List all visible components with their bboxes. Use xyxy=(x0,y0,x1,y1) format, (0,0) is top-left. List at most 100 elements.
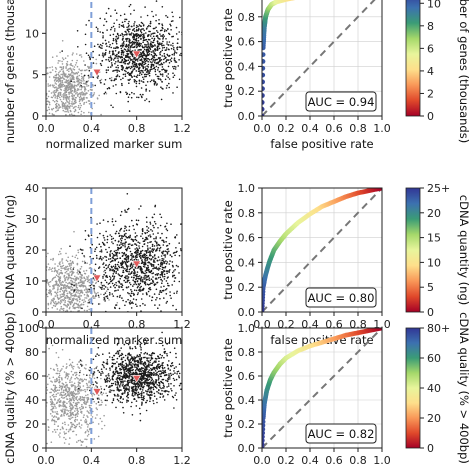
scatter-point xyxy=(61,60,63,63)
scatter-point xyxy=(168,32,170,35)
scatter-point xyxy=(161,280,164,282)
scatter-point xyxy=(147,45,150,48)
scatter-point xyxy=(134,357,136,360)
scatter-point xyxy=(53,302,56,305)
scatter-point xyxy=(142,64,144,66)
scatter-point xyxy=(83,289,86,291)
scatter-point xyxy=(72,368,74,370)
scatter-point xyxy=(158,244,161,247)
scatter-point xyxy=(117,59,119,62)
scatter-point xyxy=(66,309,68,312)
scatter-point xyxy=(146,53,149,55)
scatter-point xyxy=(61,290,64,292)
scatter-point xyxy=(59,272,62,274)
scatter-point xyxy=(57,109,60,111)
scatter-point xyxy=(126,45,129,47)
scatter-point xyxy=(70,426,72,428)
scatter-point xyxy=(143,29,145,32)
scatter-point xyxy=(114,259,116,262)
scatter-point xyxy=(79,407,81,409)
scatter-point xyxy=(134,274,137,277)
scatter-point xyxy=(73,95,75,97)
scatter-point xyxy=(62,287,65,289)
scatter-point xyxy=(63,405,65,408)
scatter-point xyxy=(138,24,141,26)
scatter-point xyxy=(43,403,45,405)
scatter-point xyxy=(64,408,66,411)
scatter-point xyxy=(61,295,63,298)
scatter-point xyxy=(65,107,68,110)
scatter-point xyxy=(120,49,123,52)
scatter-point xyxy=(134,236,137,238)
scatter-point xyxy=(75,279,77,281)
scatter-point xyxy=(68,400,70,403)
scatter-point xyxy=(61,415,63,417)
scatter-point xyxy=(141,229,144,231)
scatter-point xyxy=(81,441,84,444)
scatter-point xyxy=(73,100,76,103)
scatter-point xyxy=(157,31,159,34)
scatter-point xyxy=(146,14,149,17)
scatter-point xyxy=(166,59,168,61)
scatter-point xyxy=(159,276,162,279)
scatter-point xyxy=(151,61,153,64)
scatter-point xyxy=(110,250,112,252)
scatter-point xyxy=(80,307,82,310)
chance-diagonal xyxy=(262,188,382,312)
scatter-point xyxy=(116,244,119,246)
scatter-point xyxy=(128,301,131,304)
scatter-point xyxy=(61,394,63,397)
scatter-point xyxy=(184,35,186,37)
scatter-point xyxy=(159,246,162,249)
scatter-point xyxy=(157,273,160,275)
scatter-point xyxy=(63,95,65,97)
scatter-point xyxy=(176,42,179,45)
scatter-point xyxy=(72,74,74,77)
scatter-point xyxy=(84,420,86,422)
scatter-point xyxy=(172,72,174,74)
scatter-point xyxy=(133,25,135,27)
scatter-point xyxy=(77,413,79,415)
scatter-point xyxy=(79,268,82,270)
x-tick-label: 0.4 xyxy=(301,122,319,135)
scatter-point xyxy=(147,49,150,52)
scatter-point xyxy=(85,403,87,406)
scatter-point xyxy=(56,272,59,274)
scatter-point xyxy=(119,277,121,280)
scatter-point xyxy=(67,277,70,280)
scatter-point xyxy=(62,428,64,430)
scatter-point xyxy=(75,283,77,285)
scatter-point xyxy=(59,75,61,77)
scatter-point xyxy=(126,208,129,211)
scatter-point xyxy=(61,378,63,380)
scatter-point xyxy=(79,369,82,372)
scatter-point xyxy=(47,95,50,98)
scatter-point xyxy=(95,385,97,387)
scatter-point xyxy=(69,81,71,83)
scatter-point xyxy=(85,92,87,94)
scatter-point xyxy=(105,71,108,74)
scatter-point xyxy=(59,91,62,94)
scatter-point xyxy=(122,380,124,383)
scatter-point xyxy=(124,262,126,264)
scatter-point xyxy=(166,75,168,77)
scatter-point xyxy=(130,405,132,408)
scatter-point xyxy=(54,388,56,390)
scatter-point xyxy=(101,31,104,34)
scatter-point xyxy=(125,31,127,33)
scatter-point xyxy=(87,426,89,428)
scatter-point xyxy=(74,377,76,380)
scatter-point xyxy=(151,243,154,246)
scatter-point xyxy=(158,22,161,25)
scatter-point xyxy=(65,81,68,84)
scatter-point xyxy=(125,59,128,62)
scatter-point xyxy=(153,259,155,261)
scatter-point xyxy=(170,297,172,300)
scatter-point xyxy=(191,269,193,271)
scatter-point xyxy=(114,263,117,266)
scatter-point xyxy=(70,78,73,81)
scatter-point xyxy=(120,47,123,50)
scatter-point xyxy=(173,47,175,49)
scatter-point xyxy=(116,19,118,21)
scatter-point xyxy=(159,291,161,293)
